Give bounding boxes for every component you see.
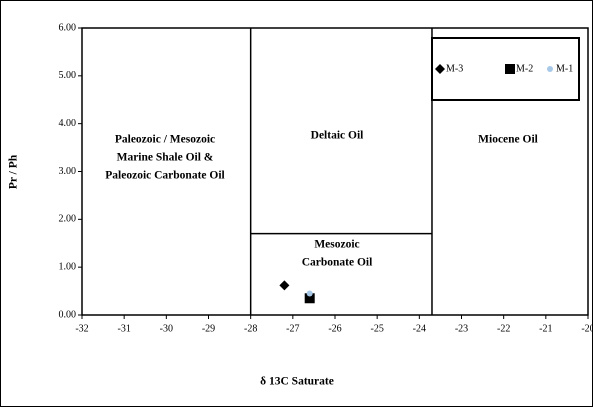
x-tick-label: -23 [455,323,468,334]
y-axis-label: Pr / Ph [8,154,20,189]
y-tick-label: 3.00 [59,166,77,177]
x-tick-label: -26 [328,323,341,334]
region-label: Paleozoic / Mesozoic [115,134,215,146]
legend-label: M-1 [556,63,573,74]
x-tick-label: -30 [160,323,173,334]
y-tick-label: 1.00 [59,261,77,272]
x-tick-label: -21 [539,323,552,334]
x-tick-label: -25 [370,323,383,334]
legend-label: M-2 [516,63,533,74]
region-label: Miocene Oil [478,134,538,146]
x-tick-label: -22 [497,323,510,334]
region-label: Carbonate Oil [302,257,373,269]
legend-label: M-3 [446,63,463,74]
x-tick-label: -24 [413,323,426,334]
marker [279,280,290,291]
legend-box [431,37,580,101]
marker [505,64,515,74]
x-tick-label: -27 [286,323,299,334]
y-tick-label: 5.00 [59,70,77,81]
marker [435,64,445,74]
marker [306,290,313,297]
region-label: Deltaic Oil [311,130,364,142]
region-label: Marine Shale Oil & [117,152,214,164]
x-tick-label: -31 [117,323,130,334]
y-tick-label: 4.00 [59,118,77,129]
region-label: Mesozoic [314,239,359,251]
x-tick-label: -20 [581,323,593,334]
x-tick-label: -28 [244,323,257,334]
x-axis-label: δ 13C Saturate [260,376,334,388]
y-tick-label: 2.00 [59,214,77,225]
x-tick-label: -32 [75,323,88,334]
marker [547,66,553,72]
region-label: Paleozoic Carbonate Oil [105,170,224,182]
y-tick-label: 0.00 [59,309,77,320]
marker [304,293,315,304]
x-tick-label: -29 [202,323,215,334]
y-tick-label: 6.00 [59,22,77,33]
